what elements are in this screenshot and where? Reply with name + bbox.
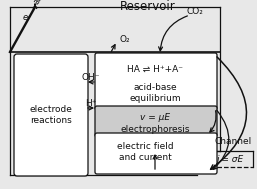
- Text: electrode
reactions: electrode reactions: [30, 105, 72, 125]
- Text: HA ⇌ H⁺+A⁻: HA ⇌ H⁺+A⁻: [127, 64, 183, 74]
- Text: e⁻: e⁻: [22, 12, 32, 22]
- Text: acid-base
equilibrium: acid-base equilibrium: [129, 83, 181, 103]
- FancyBboxPatch shape: [14, 54, 88, 176]
- Text: O₂: O₂: [120, 35, 131, 43]
- Text: Channel: Channel: [215, 137, 252, 146]
- Text: electric field
and current: electric field and current: [117, 142, 173, 162]
- FancyBboxPatch shape: [95, 53, 217, 110]
- Text: CO₂: CO₂: [187, 8, 204, 16]
- Text: electrophoresis: electrophoresis: [120, 125, 190, 133]
- Text: anode: anode: [32, 0, 54, 6]
- Text: OH⁻: OH⁻: [82, 73, 100, 81]
- Text: v = μE: v = μE: [140, 114, 170, 122]
- FancyBboxPatch shape: [95, 106, 217, 137]
- Text: j = σE: j = σE: [216, 156, 244, 164]
- Text: Reservoir: Reservoir: [120, 0, 176, 12]
- Text: H⁺: H⁺: [85, 99, 97, 108]
- FancyBboxPatch shape: [95, 133, 217, 174]
